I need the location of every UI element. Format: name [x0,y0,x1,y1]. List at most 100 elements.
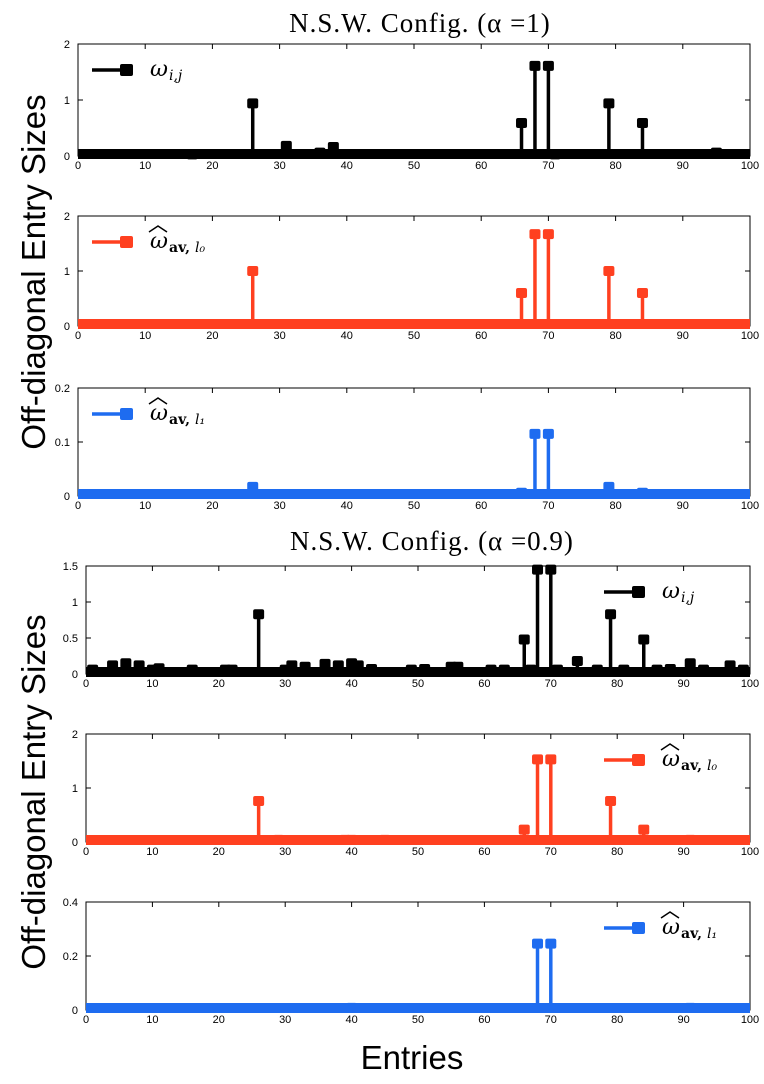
stem-marker [327,142,339,153]
x-tick-label: 90 [677,500,689,512]
legend-bold-subscript: av, [681,758,702,774]
legend-marker [120,64,133,76]
x-tick-label: 40 [345,846,357,858]
stem-marker [542,229,554,240]
stem-marker [405,664,417,675]
y-tick-label: 2 [72,729,78,741]
x-tick-label: 60 [475,330,487,342]
stem-marker [591,664,603,675]
legend-subscript: i,j [169,68,183,84]
bottom-y-axis-label: Off-diagonal Entry Sizes [15,614,52,969]
stem-marker [684,834,696,845]
stem-marker [571,656,583,667]
plot-frame [85,901,751,1011]
stem-marker [603,266,615,276]
stem-marker [518,824,530,835]
stem-marker [551,664,563,675]
legend-marker [632,586,645,598]
x-tick-label: 20 [206,500,218,512]
legend-subscript: l₁ [195,412,205,428]
legend-marker [632,754,645,766]
x-tick-label: 80 [611,678,623,690]
stem-marker [379,834,391,845]
x-tick-label: 100 [741,846,759,858]
legend: ω i,j [604,579,695,606]
x-tick-label: 60 [478,1014,490,1026]
plot-frame [77,215,751,327]
x-tick-label: 90 [677,678,689,690]
legend-subscript: l₁ [707,926,717,942]
x-tick-label: 60 [475,500,487,512]
x-tick-label: 10 [139,500,151,512]
stem-marker [529,428,541,439]
x-tick-label: 10 [146,1014,158,1026]
x-tick-label: 20 [206,160,218,172]
x-tick-label: 70 [542,500,554,512]
subplot-3: 0 10 20 30 40 50 60 70 80 90 100 0 0.1 0.2 ω av, l₁ [55,383,759,512]
top-figure-title: N.S.W. Config. (α =1) [289,8,551,38]
stem-marker [280,140,292,151]
stem-marker [651,664,663,675]
legend-bold-subscript: av, [169,240,190,256]
stem-marker [286,660,298,671]
stem-marker [186,149,198,160]
stem-marker [737,664,749,675]
y-tick-label: 1 [72,783,78,795]
y-tick-label: 1.5 [63,561,78,573]
y-tick-label: 1 [72,597,78,609]
stem-marker [186,664,198,675]
stem-marker [545,754,557,765]
x-tick-label: 90 [677,160,689,172]
legend-hat-accent [148,225,168,233]
stem-marker [87,664,99,675]
stem-marker [529,60,541,71]
stem-marker [603,98,615,109]
stem-marker [247,266,259,276]
stem-marker [247,481,259,492]
stem-marker [545,564,557,575]
y-tick-label: 0.2 [55,383,70,395]
stem-marker [253,795,265,806]
stem-marker [638,634,650,645]
y-tick-label: 2 [64,39,70,51]
legend-subscript: l₀ [195,240,205,256]
stem-marker [636,117,648,128]
legend-marker [632,922,645,934]
y-tick-label: 0 [64,321,70,333]
x-tick-label: 30 [279,1014,291,1026]
subplot-4: 0 10 20 30 40 50 60 70 80 90 100 0 0.5 1 1.5 ω i,j [63,561,759,690]
legend-symbol: ω [150,401,168,426]
x-tick-label: 20 [213,1014,225,1026]
y-tick-label: 1 [64,95,70,107]
stem-marker [226,664,238,675]
stem-marker [153,663,165,674]
stem-marker [518,634,530,645]
stem-marker [605,795,617,806]
stem-marker [545,938,557,949]
legend-hat-accent [148,397,168,405]
plot-frame [85,565,751,675]
legend: ω av, l₀ [604,743,717,774]
stem-marker [698,664,710,675]
stem-marker [352,660,364,671]
x-tick-label: 0 [83,846,89,858]
stem-marker [542,428,554,439]
x-tick-label: 40 [341,500,353,512]
stem-marker [516,487,528,498]
y-tick-label: 2 [64,211,70,223]
x-tick-label: 80 [611,1014,623,1026]
stem-marker [107,660,119,671]
x-tick-label: 10 [146,678,158,690]
legend-marker [120,236,133,248]
stem-marker [346,1002,358,1013]
y-tick-label: 0.4 [63,897,78,909]
subplot-5: 0 10 20 30 40 50 60 70 80 90 100 0 1 2 ω av, l₀ [72,729,759,858]
x-tick-label: 70 [545,846,557,858]
legend: ω av, l₀ [92,225,205,256]
legend-subscript: l₀ [707,758,717,774]
x-tick-label: 20 [213,846,225,858]
stem-marker [605,609,617,620]
x-axis-label: Entries [361,1039,464,1076]
